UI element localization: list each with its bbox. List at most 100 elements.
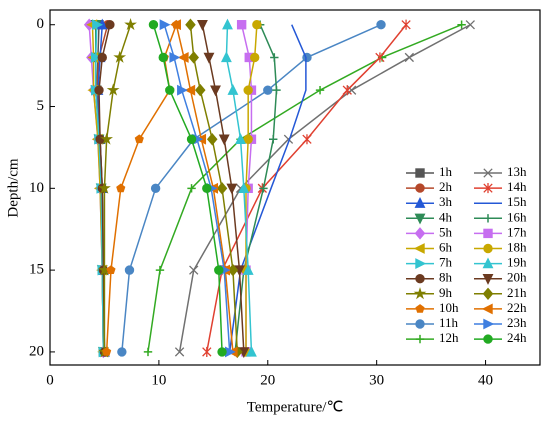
marker [269,135,278,144]
marker [159,19,171,31]
legend-label: 9h [439,285,453,300]
x-tick-label: 40 [478,372,493,388]
legend-label: 12h [439,330,459,345]
marker [106,83,120,96]
marker [170,19,182,31]
x-tick-label: 10 [151,372,166,388]
legend-label: 2h [439,179,453,194]
legend-label: 13h [507,164,527,179]
marker [457,20,466,29]
marker [415,183,425,193]
marker [197,20,208,31]
y-tick-label: 0 [37,16,45,32]
marker [189,265,199,275]
y-tick-label: 20 [29,343,44,359]
legend-label: 4h [439,209,453,224]
marker [218,134,230,146]
marker [243,134,253,144]
marker [413,287,427,300]
marker [414,197,426,208]
marker [227,84,239,95]
legend: 1h2h3h4h5h6h7h8h9h10h11h12h13h14h15h16h1… [406,164,527,345]
marker [174,347,185,357]
marker [482,274,494,285]
marker [222,18,233,30]
plot-frame [49,9,541,366]
marker [216,182,228,195]
marker [250,52,260,63]
legend-label: 15h [507,194,527,209]
legend-label: 10h [439,300,459,315]
marker [236,20,247,30]
marker [97,52,107,63]
marker [483,318,495,330]
marker [177,84,188,96]
marker [155,265,165,275]
marker [165,85,175,95]
marker [105,20,115,30]
marker [302,134,312,145]
marker [414,213,426,225]
marker [217,347,227,357]
marker [203,52,215,64]
marker [315,85,325,95]
marker [220,51,232,63]
marker [342,85,352,96]
marker [415,334,425,344]
marker [158,52,168,63]
marker [117,347,127,357]
y-tick-label: 5 [37,98,45,114]
x-axis-label: Temperature/℃ [247,399,344,415]
legend-label: 21h [507,285,527,300]
y-tick-label: 10 [29,180,44,196]
marker [148,20,159,30]
marker [235,133,246,144]
marker [113,50,127,63]
marker [483,228,493,239]
marker [465,20,475,30]
marker [188,51,200,64]
legend-label: 8h [439,270,453,285]
marker [376,20,386,30]
marker [106,265,116,275]
marker [401,19,411,30]
legend-label: 19h [507,255,527,270]
y-tick-label: 15 [29,262,44,278]
marker [91,52,102,63]
marker [270,53,279,62]
marker [202,346,212,357]
legend-label: 23h [507,315,527,330]
legend-label: 24h [507,330,527,345]
marker [184,84,196,96]
marker [483,334,493,344]
marker [414,227,426,240]
marker [226,183,238,195]
marker [95,134,105,144]
marker [415,319,425,329]
marker [124,265,135,275]
legend-label: 14h [507,179,527,194]
marker [242,263,254,275]
legend-label: 3h [439,194,453,209]
marker [202,183,212,194]
marker [206,133,218,146]
marker [375,52,385,63]
marker [187,184,196,193]
marker [100,132,113,145]
marker [252,20,262,30]
marker [482,287,494,301]
marker [185,18,196,31]
marker [94,85,104,95]
marker [483,168,493,178]
marker [259,184,268,193]
marker [186,134,197,144]
x-tick-label: 20 [260,372,275,388]
marker [238,182,250,194]
legend-label: 5h [439,224,453,239]
marker [272,85,281,95]
legend-label: 22h [507,300,527,315]
marker [415,304,425,313]
marker [481,303,493,315]
legend-label: 7h [439,255,453,270]
